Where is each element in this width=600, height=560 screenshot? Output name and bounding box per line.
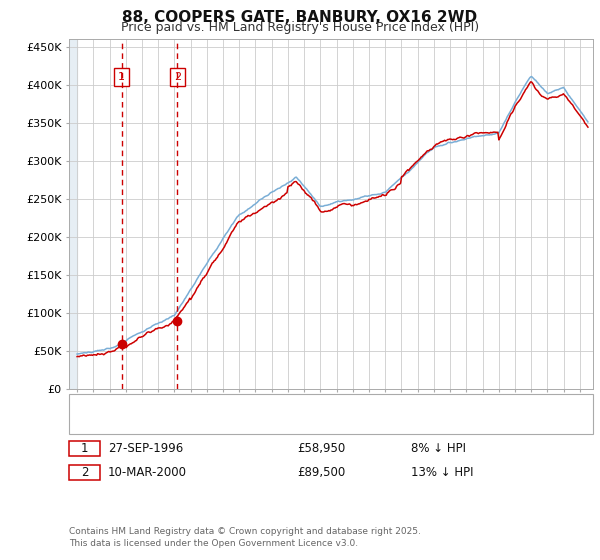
Text: 8% ↓ HPI: 8% ↓ HPI <box>411 442 466 455</box>
Text: 1: 1 <box>118 72 125 82</box>
Text: 88, COOPERS GATE, BANBURY, OX16 2WD (semi-detached house): 88, COOPERS GATE, BANBURY, OX16 2WD (sem… <box>110 400 477 410</box>
Text: £58,950: £58,950 <box>297 442 345 455</box>
Text: 1: 1 <box>81 442 88 455</box>
Text: Price paid vs. HM Land Registry's House Price Index (HPI): Price paid vs. HM Land Registry's House … <box>121 21 479 34</box>
Text: 2: 2 <box>81 466 88 479</box>
Text: Contains HM Land Registry data © Crown copyright and database right 2025.
This d: Contains HM Land Registry data © Crown c… <box>69 527 421 548</box>
Text: 13% ↓ HPI: 13% ↓ HPI <box>411 466 473 479</box>
Text: 88, COOPERS GATE, BANBURY, OX16 2WD: 88, COOPERS GATE, BANBURY, OX16 2WD <box>122 10 478 25</box>
Text: 27-SEP-1996: 27-SEP-1996 <box>108 442 183 455</box>
Text: 10-MAR-2000: 10-MAR-2000 <box>108 466 187 479</box>
Bar <box>69 39 77 389</box>
Text: £89,500: £89,500 <box>297 466 345 479</box>
Text: HPI: Average price, semi-detached house, Cherwell: HPI: Average price, semi-detached house,… <box>110 418 395 428</box>
Text: 2: 2 <box>174 72 181 82</box>
